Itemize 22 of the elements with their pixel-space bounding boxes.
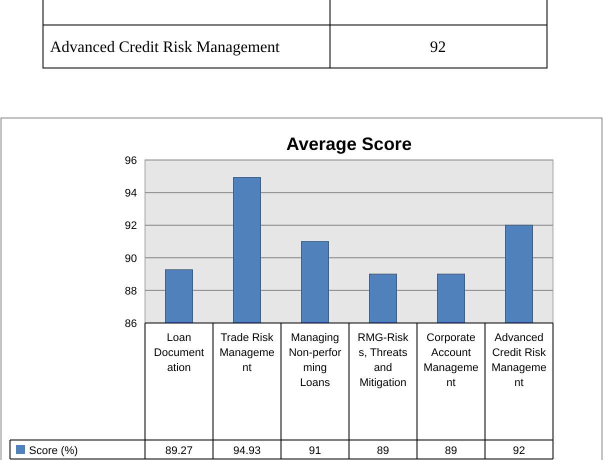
y-tick-label: 92 <box>124 220 137 232</box>
x-tick-label: Loan Documentation <box>154 332 204 374</box>
y-tick-label: 86 <box>124 318 137 330</box>
text: 92 <box>430 39 446 56</box>
text: Advanced Credit Risk Management <box>50 39 280 56</box>
x-tick-label: Trade Risk Management <box>219 332 275 374</box>
data-label: 89 <box>444 445 458 457</box>
x-tick-label: Corporate Account Management <box>423 332 479 389</box>
x-tick-label: RMG-Risks, Threats and Mitigation <box>358 332 409 389</box>
chart-title: Average Score <box>286 134 412 154</box>
y-tick-label: 96 <box>124 155 137 167</box>
y-tick-label: 94 <box>124 188 137 200</box>
x-tick-label: Advanced Credit Risk Management <box>491 332 547 389</box>
y-tick-label: 90 <box>124 252 137 265</box>
data-label: 92 <box>512 445 526 457</box>
data-label: 89 <box>376 445 390 457</box>
data-label: 94.93 <box>233 445 261 457</box>
data-label: 91 <box>308 445 322 457</box>
x-tick-label: Managing Non-performing Loans <box>288 332 342 389</box>
data-label: 89.27 <box>165 445 193 457</box>
y-tick-label: 88 <box>124 285 137 298</box>
legend-label: Score (%) <box>29 445 78 457</box>
